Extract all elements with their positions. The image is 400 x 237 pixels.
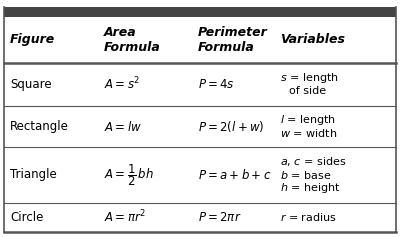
Text: $a$, $c$ = sides: $a$, $c$ = sides bbox=[280, 155, 346, 168]
Text: Square: Square bbox=[10, 78, 52, 91]
Text: $P = 2\pi r$: $P = 2\pi r$ bbox=[198, 211, 242, 224]
Text: Figure: Figure bbox=[10, 33, 55, 46]
Text: Triangle: Triangle bbox=[10, 168, 57, 181]
Text: $A = lw$: $A = lw$ bbox=[104, 119, 142, 133]
Text: $w$ = width: $w$ = width bbox=[280, 127, 337, 139]
Text: $A = s^2$: $A = s^2$ bbox=[104, 76, 140, 93]
FancyBboxPatch shape bbox=[4, 7, 396, 232]
Text: $A = \dfrac{1}{2}\,bh$: $A = \dfrac{1}{2}\,bh$ bbox=[104, 162, 154, 188]
Text: $r$ = radius: $r$ = radius bbox=[280, 211, 337, 223]
Text: $s$ = length: $s$ = length bbox=[280, 71, 339, 85]
Text: Area
Formula: Area Formula bbox=[104, 26, 161, 54]
Text: $b$ = base: $b$ = base bbox=[280, 169, 332, 181]
Text: Variables: Variables bbox=[280, 33, 345, 46]
Text: $l$ = length: $l$ = length bbox=[280, 113, 336, 127]
Text: $A = \pi r^2$: $A = \pi r^2$ bbox=[104, 209, 146, 226]
Text: Circle: Circle bbox=[10, 211, 43, 224]
Text: Perimeter
Formula: Perimeter Formula bbox=[198, 26, 268, 54]
Text: of side: of side bbox=[289, 86, 326, 96]
Text: $P = a + b + c$: $P = a + b + c$ bbox=[198, 168, 271, 182]
Text: Rectangle: Rectangle bbox=[10, 120, 69, 133]
Text: $P = 2(l + w)$: $P = 2(l + w)$ bbox=[198, 119, 264, 134]
Text: $P = 4s$: $P = 4s$ bbox=[198, 78, 235, 91]
Text: $h$ = height: $h$ = height bbox=[280, 181, 341, 195]
FancyBboxPatch shape bbox=[4, 7, 396, 17]
